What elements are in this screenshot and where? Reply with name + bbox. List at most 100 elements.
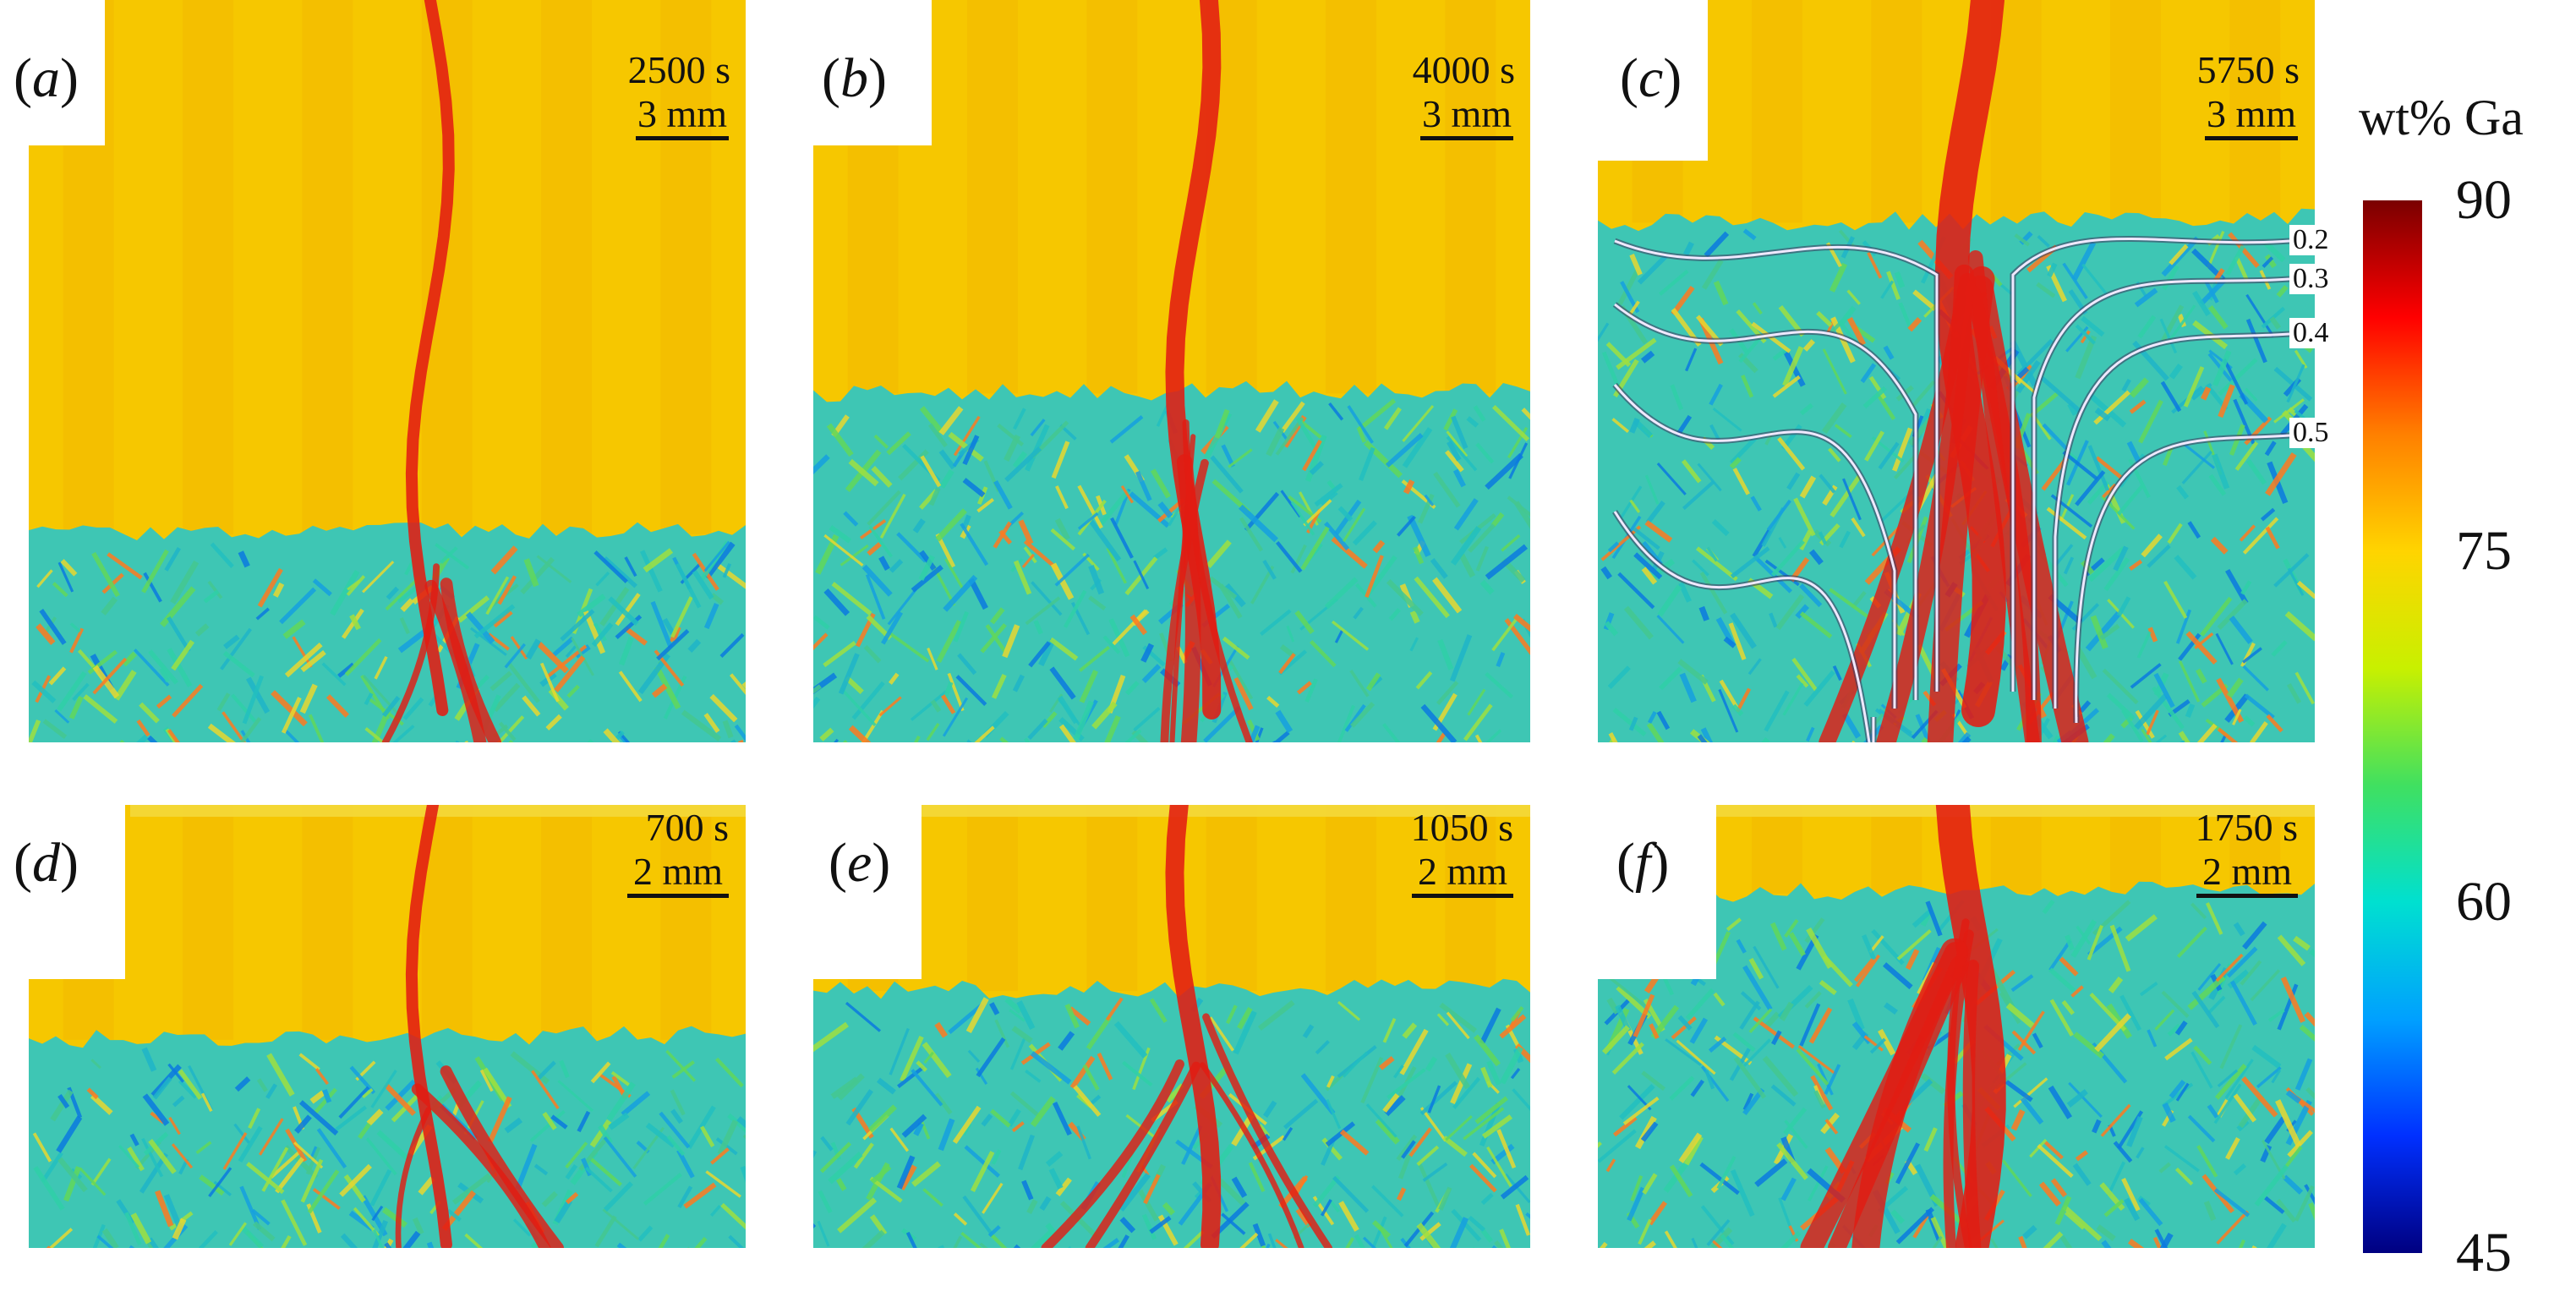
field-map-f (1598, 805, 2315, 1248)
panel-label-c: (c) (1598, 0, 1708, 161)
branch-channel-e (1200, 1062, 1304, 1248)
liquid-streak-a (660, 0, 712, 535)
branch-channel-e (1202, 1013, 1333, 1248)
plume-channel-f (1935, 805, 2006, 1248)
liquid-streak-f (2110, 805, 2161, 894)
time-label-b: 4000 s (1412, 48, 1515, 91)
time-label-d: 700 s (645, 806, 729, 849)
panel-a: (a) 2500 s 3 mm (0, 0, 746, 742)
liquid-streak-d (183, 805, 233, 1040)
scale-line-c (2205, 136, 2298, 140)
scale-bar-c: 3 mm (2205, 95, 2298, 140)
liquid-streak-d (660, 805, 712, 1040)
panel-label-a: (a) (0, 0, 105, 145)
panel-f: (f) 1750 s 2 mm (1598, 805, 2315, 1248)
field-map-a (29, 0, 746, 742)
scale-bar-f: 2 mm (2196, 852, 2298, 898)
liquid-streak-a (302, 0, 353, 535)
panel-e: (e) 1050 s 2 mm (813, 805, 1530, 1248)
scale-label-a: 3 mm (637, 92, 728, 135)
panel-b: (b) 4000 s 3 mm (801, 0, 1530, 742)
liquid-streak-b (1086, 0, 1138, 394)
scale-label-e: 2 mm (1417, 850, 1508, 893)
liquid-streak-b (967, 0, 1018, 394)
top-band-d (130, 805, 746, 817)
time-label-f: 1750 s (2195, 806, 2298, 849)
panel-label-b: (b) (801, 0, 932, 145)
branch-channel-f (1851, 938, 1969, 1248)
dendrites-d (32, 1047, 746, 1248)
branch-channel-c (1876, 264, 1974, 742)
plume-channel-e (1165, 805, 1222, 1248)
panel-label-f: (f) (1598, 805, 1716, 979)
plume-channel-d (405, 805, 452, 1248)
scale-bar-a: 3 mm (636, 95, 729, 140)
liquid-streak-f (1752, 805, 1802, 894)
liquid-streak-c (2229, 0, 2281, 223)
plume-channel-a (405, 0, 455, 716)
branch-channel-c (1927, 265, 1995, 742)
liquid-streak-d (302, 805, 353, 1040)
colorbar-tick-90: 90 (2456, 169, 2512, 231)
branch-channel-d (395, 1107, 432, 1248)
liquid-streak-e (1326, 805, 1376, 992)
liquid-streak-c (1752, 0, 1802, 223)
contour-label-0-3: 0.3 (2289, 264, 2333, 294)
top-band-e (915, 805, 1530, 817)
scale-line-f (2196, 894, 2298, 898)
scale-label-b: 3 mm (1421, 92, 1512, 135)
liquid-streak-e (1086, 805, 1138, 992)
liquid-streak-e (967, 805, 1018, 992)
liquid-streak-b (1445, 0, 1496, 394)
liquid-streak-a (183, 0, 233, 535)
branch-channel-a (440, 577, 502, 742)
colorbar-tick-60: 60 (2456, 871, 2512, 933)
branch-channel-d (440, 1065, 565, 1248)
liquid-streak-c (2110, 0, 2161, 223)
scale-line-a (636, 136, 729, 140)
time-label-e: 1050 s (1410, 806, 1513, 849)
field-map-c (1598, 0, 2315, 742)
scale-label-d: 2 mm (632, 850, 724, 893)
scale-bar-d: 2 mm (627, 852, 729, 898)
liquid-streak-f (2229, 805, 2281, 894)
liquid-streak-b (1326, 0, 1376, 394)
colorbar (2363, 200, 2422, 1253)
branch-channel-e (1041, 1059, 1184, 1248)
field-map-b (813, 0, 1530, 742)
scale-line-e (1412, 894, 1513, 898)
mushy-zone-b (813, 380, 1530, 742)
liquid-streak-f (1990, 805, 2042, 894)
liquid-streak-c (1871, 0, 1922, 223)
contour-label-0-2: 0.2 (2289, 225, 2333, 255)
panel-label-d: (d) (0, 805, 125, 979)
dendrites-b (813, 398, 1530, 742)
scale-label-c: 3 mm (2206, 92, 2297, 135)
branch-channel-b (1182, 419, 1253, 742)
branch-channel-c (1967, 249, 2040, 742)
liquid-streak-a (541, 0, 592, 535)
panel-c: (c) 5750 s 3 mm 0.2 0.3 0.4 0.5 (1598, 0, 2333, 742)
colorbar-tick-45: 45 (2456, 1222, 2512, 1283)
time-label-c: 5750 s (2196, 48, 2300, 91)
branch-channel-e (1085, 1061, 1200, 1248)
panel-label-e: (e) (813, 805, 922, 979)
scale-label-f: 2 mm (2201, 850, 2293, 893)
scale-bar-e: 2 mm (1412, 852, 1513, 898)
colorbar-tick-75: 75 (2456, 520, 2512, 582)
field-map-e (813, 805, 1530, 1248)
branch-channel-d (411, 1083, 551, 1248)
colorbar-title: wt% Ga (2359, 90, 2524, 145)
liquid-streak-e (1445, 805, 1496, 992)
branch-channel-f (1962, 960, 1982, 1248)
scale-bar-b: 3 mm (1420, 95, 1513, 140)
panel-d: (d) 700 s 2 mm (0, 805, 746, 1248)
contour-label-0-4: 0.4 (2289, 318, 2333, 348)
time-label-a: 2500 s (627, 48, 730, 91)
liquid-streak-f (1871, 805, 1922, 894)
contours-c (1612, 236, 2290, 742)
branch-channel-b (1160, 458, 1209, 742)
branch-channel-a (381, 563, 440, 742)
liquid-streak-d (541, 805, 592, 1040)
